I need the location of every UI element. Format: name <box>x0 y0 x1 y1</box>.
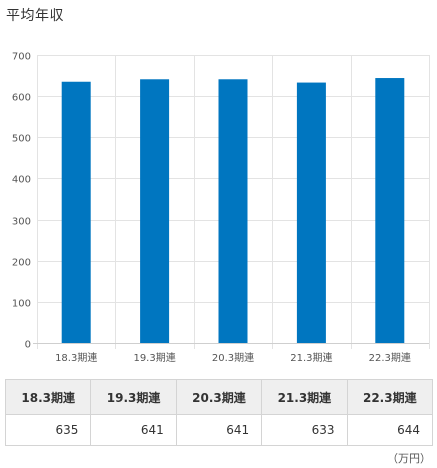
y-tick-label: 100 <box>12 299 31 310</box>
table-row: 635 641 641 633 644 <box>4 414 434 446</box>
y-tick-label: 700 <box>12 52 31 63</box>
table-value-cell: 641 <box>90 414 177 446</box>
y-tick-label: 300 <box>12 217 31 228</box>
bar-chart: 0 100 200 300 400 500 600 700 18.3期連 19.3期連 20.3期連… <box>12 52 430 364</box>
table-value-cell: 635 <box>4 414 92 446</box>
chart-title: 平均年収 <box>6 8 64 24</box>
unit-label: （万円） <box>387 452 431 465</box>
y-tick-label: 400 <box>12 175 31 186</box>
bar <box>375 78 405 343</box>
x-tick-label: 19.3期連 <box>133 351 175 364</box>
bar <box>61 81 91 343</box>
bar <box>296 82 326 344</box>
table-value-cell: 641 <box>175 414 263 446</box>
table-header-cell: 19.3期連 <box>90 379 177 415</box>
table-header-cell: 21.3期連 <box>261 379 348 415</box>
table-header-cell: 20.3期連 <box>175 379 263 415</box>
y-tick-label: 200 <box>12 258 31 269</box>
table-header-row: 18.3期連 19.3期連 20.3期連 21.3期連 22.3期連 <box>4 379 434 415</box>
x-tick-label: 18.3期連 <box>55 351 97 364</box>
bar <box>140 79 170 343</box>
x-tick-label: 21.3期連 <box>290 351 332 364</box>
table-header-cell: 18.3期連 <box>4 379 92 415</box>
table-value-cell: 633 <box>261 414 348 446</box>
data-table: 18.3期連 19.3期連 20.3期連 21.3期連 22.3期連 635 6… <box>4 379 434 446</box>
y-tick-label: 600 <box>12 93 31 104</box>
x-tick-label: 20.3期連 <box>212 351 254 364</box>
y-tick-label: 0 <box>25 340 31 351</box>
table-value-cell: 644 <box>346 414 434 446</box>
bar <box>218 79 248 343</box>
table-header-cell: 22.3期連 <box>346 379 434 415</box>
y-tick-label: 500 <box>12 134 31 145</box>
x-tick-label: 22.3期連 <box>369 351 411 364</box>
